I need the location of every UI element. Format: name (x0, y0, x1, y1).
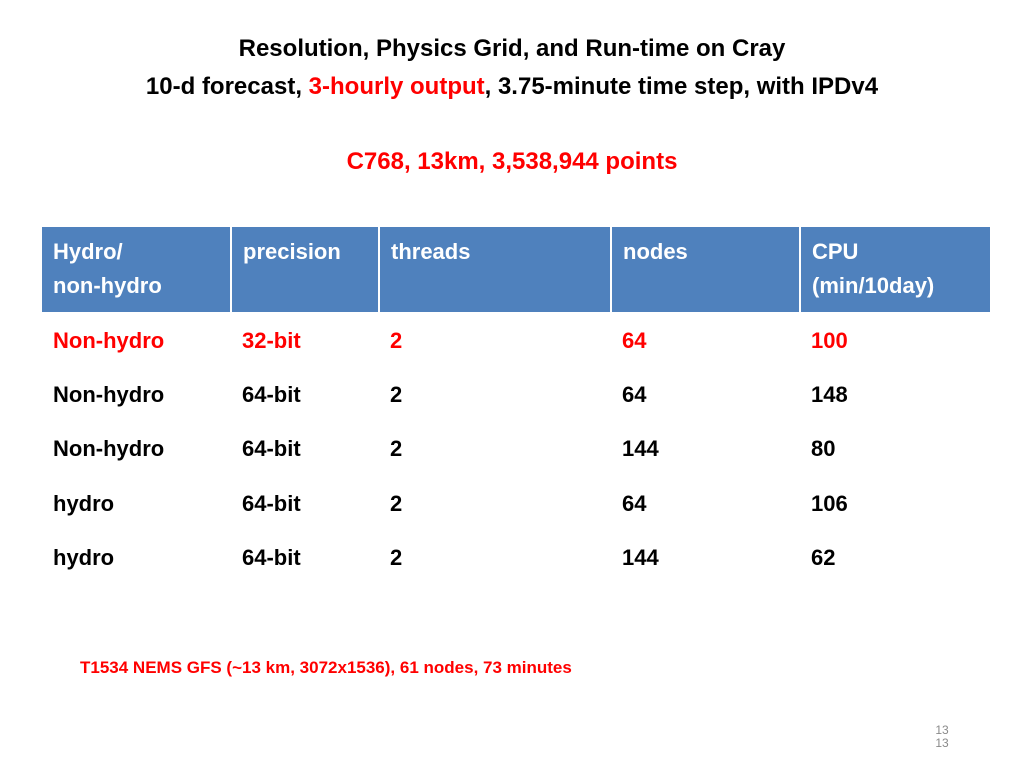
header-nodes-label: nodes (623, 239, 688, 264)
table-header-row: Hydro/ non-hydro precision threads nodes… (42, 227, 990, 315)
table-row: Non-hydro 32-bit 2 64 100 (42, 313, 990, 368)
comparison-footnote: T1534 NEMS GFS (~13 km, 3072x1536), 61 n… (80, 658, 572, 677)
cell-threads: 2 (390, 490, 403, 516)
cell-hydro: Non-hydro (53, 436, 165, 462)
cell-hydro: hydro (53, 490, 115, 516)
table-row: hydro 64-bit 2 64 106 (42, 477, 990, 532)
title-highlight-output: 3-hourly output (308, 73, 485, 100)
cell-cpu: 106 (811, 490, 848, 516)
cell-cpu: 80 (811, 436, 836, 462)
cell-precision: 64-bit (242, 545, 301, 571)
title-line-2-end: , 3.75-minute time step, with IPDv4 (484, 73, 879, 100)
runtime-table: Hydro/ non-hydro precision threads nodes… (42, 227, 990, 586)
table-row: Non-hydro 64-bit 2 64 148 (42, 368, 990, 423)
cell-precision: 32-bit (242, 328, 301, 353)
cell-threads: 2 (390, 381, 403, 407)
header-cpu-line-1: CPU (812, 239, 859, 264)
grid-resolution-subtitle: C768, 13km, 3,538,944 points (346, 148, 678, 175)
cell-nodes: 64 (622, 381, 647, 407)
cell-cpu: 148 (811, 381, 848, 407)
header-hydro-line-2: non-hydro (53, 273, 162, 298)
header-hydro-line-1: Hydro/ (53, 239, 123, 264)
title-line-2: 10-d forecast, 3-hourly output, 3.75-min… (0, 68, 1024, 106)
header-threads-label: threads (391, 239, 471, 264)
table-row: Non-hydro 64-bit 2 144 80 (42, 422, 990, 477)
header-cpu: CPU (min/10day) (799, 227, 990, 315)
cell-threads: 2 (390, 545, 403, 571)
cell-cpu: 62 (811, 545, 836, 571)
cell-threads: 2 (390, 328, 403, 353)
cell-hydro: Non-hydro (53, 381, 165, 407)
header-precision-label: precision (243, 239, 341, 264)
cell-precision: 64-bit (242, 490, 301, 516)
cell-hydro: hydro (53, 545, 115, 571)
header-threads: threads (378, 227, 611, 315)
cell-nodes: 144 (622, 436, 659, 462)
header-nodes: nodes (610, 227, 800, 315)
cell-cpu: 100 (811, 328, 848, 353)
title-line-2-start: 10-d forecast, (145, 73, 309, 100)
header-precision: precision (230, 227, 379, 315)
cell-hydro: Non-hydro (53, 328, 165, 353)
header-cpu-line-2: (min/10day) (812, 273, 935, 298)
page-number: 13 13 (922, 724, 962, 750)
page-number-line-1: 13 (935, 723, 949, 737)
cell-precision: 64-bit (242, 381, 301, 407)
cell-nodes: 64 (622, 490, 647, 516)
page-number-line-2: 13 (935, 736, 949, 750)
cell-precision: 64-bit (242, 436, 301, 462)
cell-nodes: 64 (622, 328, 647, 353)
title-line-1: Resolution, Physics Grid, and Run-time o… (238, 35, 786, 62)
header-hydro: Hydro/ non-hydro (42, 227, 231, 315)
table-row: hydro 64-bit 2 144 62 (42, 531, 990, 586)
cell-threads: 2 (390, 436, 403, 462)
cell-nodes: 144 (622, 545, 659, 571)
slide-title: Resolution, Physics Grid, and Run-time o… (0, 30, 1024, 106)
